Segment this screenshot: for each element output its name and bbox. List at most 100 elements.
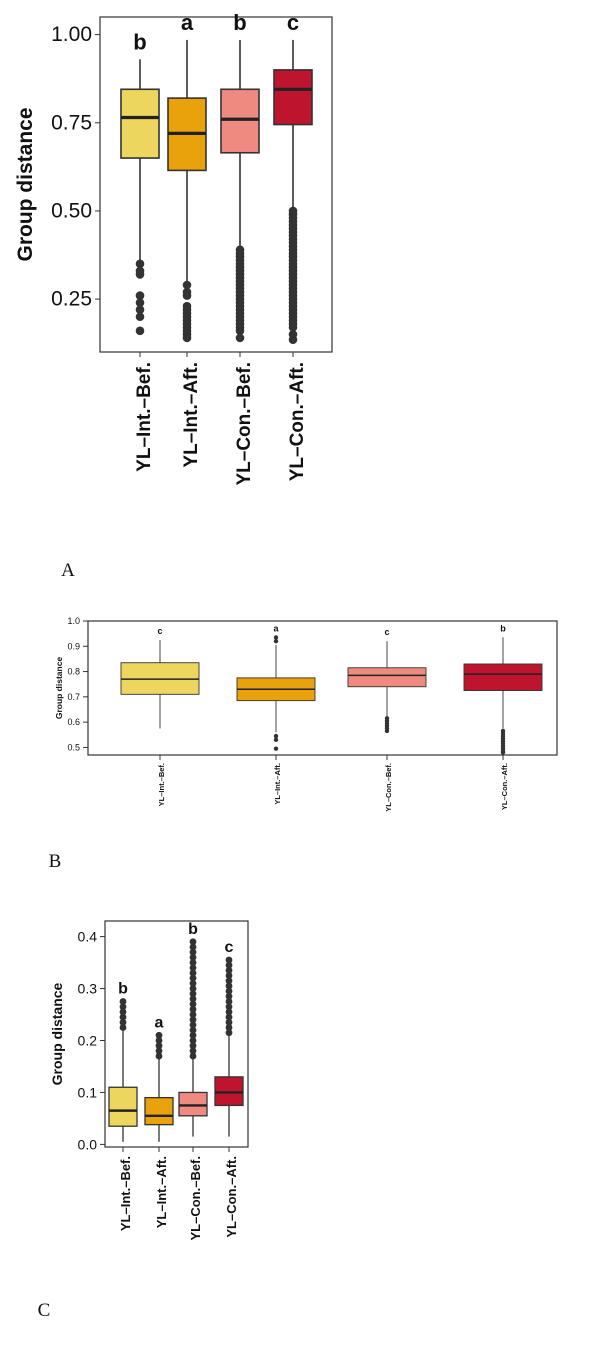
outlier-point xyxy=(155,1037,163,1044)
outlier-point xyxy=(189,953,197,961)
outlier-point xyxy=(119,1024,127,1031)
outlier-point xyxy=(189,1021,197,1029)
chart-panel-3: 0.0 0.1 0.2 0.3 0.4 Group distance b YL–Int.–Be… xyxy=(49,920,249,1241)
outlier-point xyxy=(225,1029,233,1037)
outlier-point xyxy=(155,1052,163,1060)
x-category-label: YL–Con.–Bef. xyxy=(384,763,393,812)
significance-letter: c xyxy=(287,10,299,35)
outlier-point xyxy=(189,1011,197,1018)
outlier-point xyxy=(189,1000,197,1008)
y-tick-label: 0.8 xyxy=(67,667,80,677)
box-2: a xyxy=(167,10,207,343)
y-tick-label: 0.75 xyxy=(51,111,92,134)
significance-letter: b xyxy=(500,623,506,633)
outlier-point xyxy=(225,1018,233,1026)
significance-letter: a xyxy=(155,1014,164,1031)
outlier-point xyxy=(135,298,145,307)
y-tick-label: 0.6 xyxy=(67,717,80,727)
panel-letter-C: C xyxy=(38,1300,51,1321)
outlier-point xyxy=(273,733,279,739)
box-1: c xyxy=(120,626,200,729)
y-tick-label: 0.9 xyxy=(67,641,80,651)
y-tick-label: 0.3 xyxy=(78,981,98,997)
y-axis-label: Group distance xyxy=(49,982,65,1085)
outlier-point xyxy=(189,1052,197,1060)
outlier-point xyxy=(273,639,279,644)
x-category-label: YL–Int.–Bef. xyxy=(118,1156,133,1231)
x-category-label: YL–Int.–Bef. xyxy=(157,763,166,806)
outlier-point xyxy=(288,323,298,332)
outlier-point xyxy=(155,1047,163,1055)
outlier-point xyxy=(225,977,233,985)
outlier-point xyxy=(225,1024,233,1031)
outlier-point xyxy=(189,1037,197,1044)
outlier-point xyxy=(119,1008,127,1016)
box-body xyxy=(463,663,543,691)
y-tick-label: 1.00 xyxy=(51,23,92,46)
y-axis-label: Group distance xyxy=(14,107,37,261)
outlier-point xyxy=(225,1013,233,1021)
box-4: b xyxy=(463,623,543,755)
outlier-point xyxy=(500,750,506,755)
box-4: c xyxy=(273,10,313,344)
outlier-point xyxy=(189,938,197,946)
outlier-point xyxy=(155,1031,163,1039)
outlier-point xyxy=(225,998,233,1005)
outlier-point xyxy=(135,291,145,300)
outlier-point xyxy=(225,1008,233,1016)
y-tick-label: 0.5 xyxy=(67,742,80,752)
outlier-point xyxy=(119,1003,127,1011)
significance-letter: c xyxy=(384,627,389,637)
chart-panel-1: 0.25 0.50 0.75 1.00 Group distance b YL–Int.–B… xyxy=(14,10,333,486)
outlier-point xyxy=(182,280,192,290)
box-body xyxy=(214,1076,244,1107)
box-3: b xyxy=(220,10,260,343)
outlier-point xyxy=(189,1031,197,1039)
outlier-point xyxy=(189,1047,197,1055)
outlier-point xyxy=(225,982,233,990)
y-tick-label: 0.50 xyxy=(51,199,92,222)
box-body xyxy=(347,667,427,688)
y-tick-label: 1.0 xyxy=(67,616,80,626)
outlier-point xyxy=(119,998,127,1005)
outlier-point xyxy=(189,948,197,956)
y-tick-label: 0.1 xyxy=(78,1084,98,1100)
outlier-point xyxy=(235,333,245,343)
chart-panel-2: 0.5 0.6 0.7 0.8 0.9 1.0 Group distance c YL–Int.… xyxy=(54,616,558,812)
x-category-label: YL–Int.–Aft. xyxy=(181,362,202,468)
outlier-point xyxy=(189,1042,197,1050)
x-category-label: YL–Con.–Aft. xyxy=(500,763,509,810)
panel-letter-B: B xyxy=(49,851,62,872)
outlier-point xyxy=(273,737,279,743)
significance-letter: b xyxy=(188,921,198,938)
x-category-label: YL–Con.–Aft. xyxy=(287,362,308,481)
outlier-point xyxy=(189,964,197,972)
significance-letter: b xyxy=(233,10,246,35)
outlier-point xyxy=(189,979,197,987)
outlier-point xyxy=(119,1018,127,1026)
box-2: a xyxy=(144,1014,174,1142)
y-tick-label: 0.4 xyxy=(78,929,98,945)
outlier-point xyxy=(189,995,197,1003)
box-1: b xyxy=(108,981,138,1142)
outlier-point xyxy=(273,635,279,640)
outlier-point xyxy=(225,966,233,974)
y-tick-label: 0.7 xyxy=(67,692,80,702)
box-3: b xyxy=(178,921,208,1137)
outlier-point xyxy=(189,1005,197,1013)
outlier-point xyxy=(189,1026,197,1034)
significance-letter: c xyxy=(225,939,234,956)
outlier-point xyxy=(384,728,390,734)
significance-letter: c xyxy=(157,626,162,636)
box-body xyxy=(220,88,260,154)
outlier-point xyxy=(189,959,197,966)
box-body xyxy=(120,88,160,159)
outlier-point xyxy=(189,1016,197,1024)
outlier-point xyxy=(155,1042,163,1050)
outlier-point xyxy=(135,312,145,322)
outlier-point xyxy=(273,746,279,751)
outlier-point xyxy=(189,990,197,998)
outlier-point xyxy=(225,987,233,995)
significance-letter: a xyxy=(273,623,279,633)
